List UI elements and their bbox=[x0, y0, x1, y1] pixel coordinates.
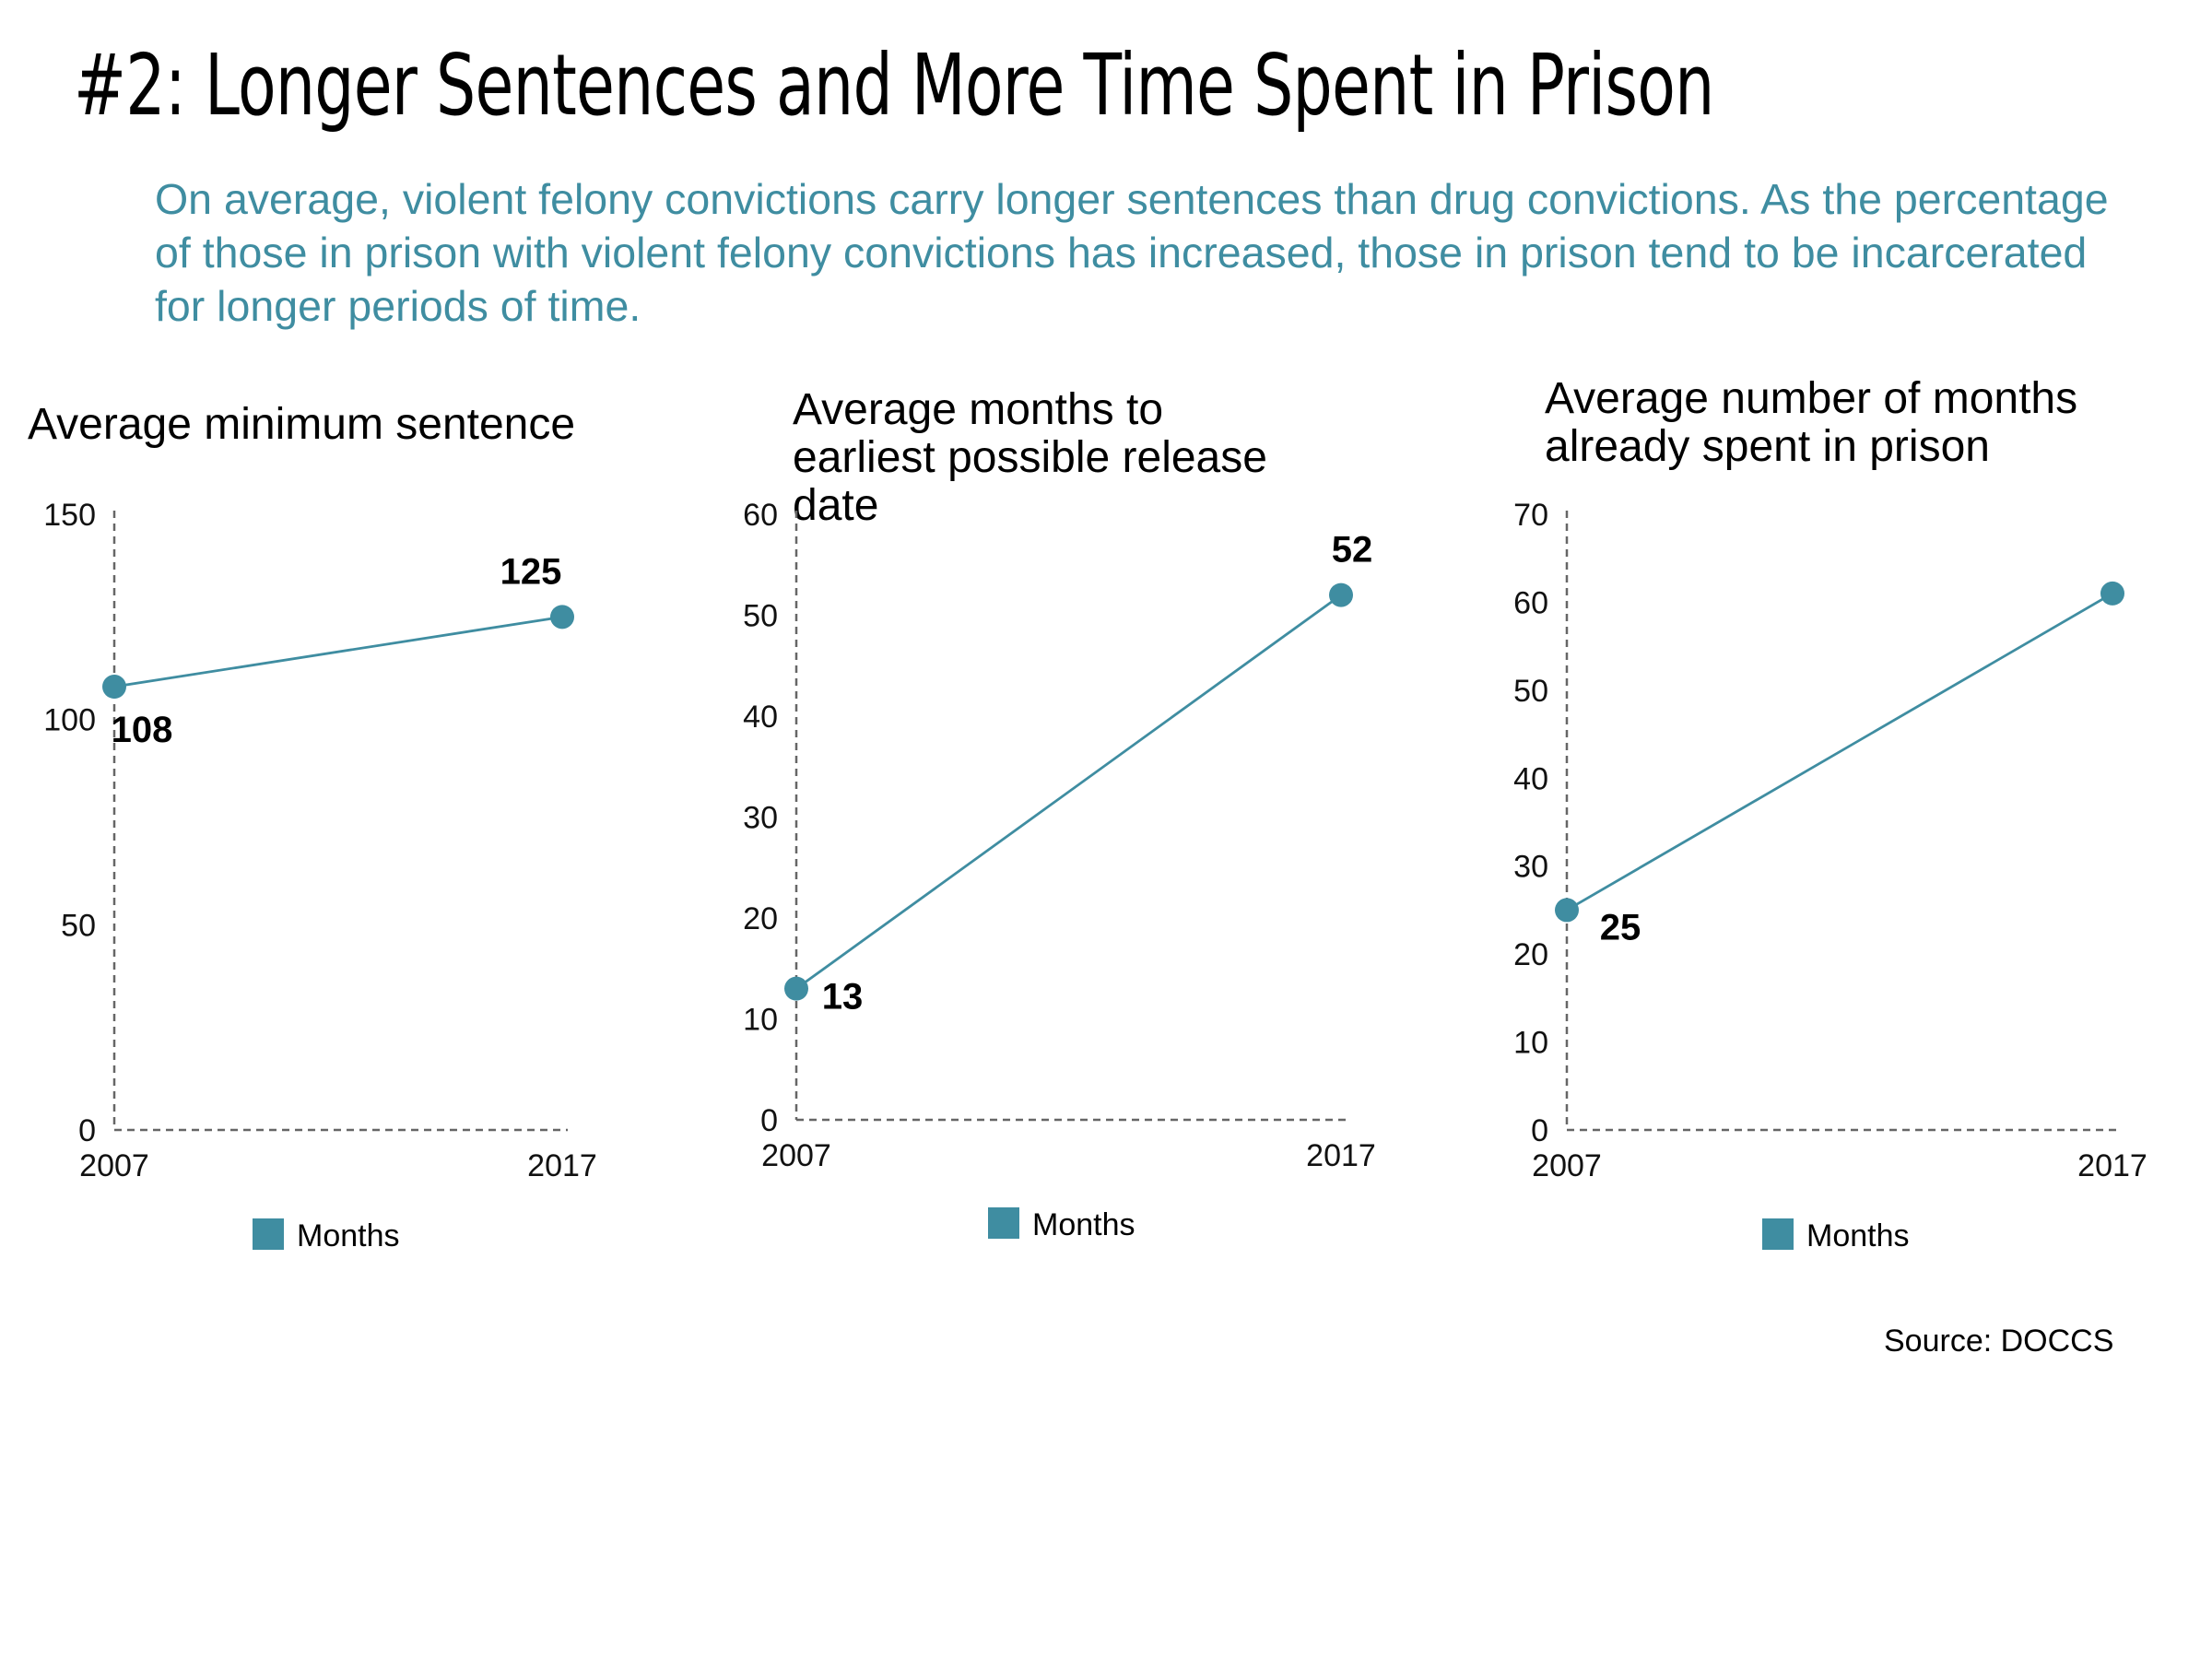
x-tick-label: 2017 bbox=[527, 1148, 597, 1183]
legend-label: Months bbox=[297, 1218, 400, 1253]
legend-swatch bbox=[253, 1218, 284, 1250]
page-headline: #2: Longer Sentences and More Time Spent… bbox=[74, 36, 1714, 135]
y-tick-label: 50 bbox=[61, 908, 96, 943]
series-line bbox=[1566, 592, 2113, 912]
x-tick-label: 2007 bbox=[1532, 1148, 1602, 1183]
y-tick-label: 50 bbox=[743, 599, 778, 634]
data-label: 13 bbox=[822, 977, 864, 1018]
x-tick-label: 2017 bbox=[1306, 1138, 1376, 1173]
legend-label: Months bbox=[1806, 1218, 1910, 1253]
y-tick-label: 60 bbox=[1513, 585, 1548, 620]
y-tick-label: 150 bbox=[43, 498, 96, 533]
series-line bbox=[113, 615, 563, 688]
y-tick-label: 40 bbox=[743, 700, 778, 735]
data-label: 25 bbox=[1600, 907, 1641, 947]
data-point bbox=[102, 675, 126, 700]
y-tick-label: 0 bbox=[760, 1103, 778, 1138]
intro-text: On average, violent felony convictions c… bbox=[155, 175, 2109, 330]
data-point bbox=[550, 605, 574, 629]
chart-3: Average number of months already spent in… bbox=[1513, 374, 2147, 1253]
y-tick-label: 10 bbox=[743, 1003, 778, 1038]
data-point bbox=[1329, 582, 1353, 607]
chart-title: Average minimum sentence bbox=[28, 400, 575, 449]
data-label: 125 bbox=[500, 551, 562, 592]
series-line bbox=[795, 594, 1342, 990]
y-tick-label: 20 bbox=[743, 901, 778, 936]
data-point bbox=[784, 976, 808, 1001]
data-point bbox=[1555, 898, 1579, 923]
chart-2: Average months to earliest possible relea… bbox=[743, 385, 1376, 1242]
y-tick-label: 70 bbox=[1513, 498, 1548, 533]
y-tick-label: 40 bbox=[1513, 761, 1548, 796]
chart-1: Average minimum sentence 0 50 100 150 2007 201… bbox=[28, 400, 597, 1253]
data-label: 52 bbox=[1332, 530, 1373, 571]
y-tick-label: 20 bbox=[1513, 937, 1548, 972]
chart-title: Average number of months already spent in… bbox=[1545, 374, 2077, 471]
y-tick-label: 100 bbox=[43, 703, 96, 738]
legend-swatch bbox=[988, 1207, 1019, 1239]
y-tick-label: 10 bbox=[1513, 1026, 1548, 1061]
legend-swatch bbox=[1762, 1218, 1794, 1250]
x-tick-label: 2007 bbox=[761, 1138, 831, 1173]
x-tick-label: 2007 bbox=[79, 1148, 149, 1183]
data-label: 108 bbox=[112, 710, 173, 750]
source-note: Source: DOCCS bbox=[1884, 1324, 2114, 1359]
y-tick-label: 0 bbox=[1531, 1113, 1548, 1148]
data-point bbox=[2100, 581, 2124, 606]
legend-label: Months bbox=[1032, 1207, 1135, 1242]
y-tick-label: 0 bbox=[78, 1113, 96, 1148]
y-tick-label: 30 bbox=[743, 801, 778, 836]
y-tick-label: 60 bbox=[743, 498, 778, 533]
y-tick-label: 50 bbox=[1513, 674, 1548, 709]
chart-title: Average months to earliest possible relea… bbox=[793, 385, 1267, 530]
y-tick-label: 30 bbox=[1513, 850, 1548, 885]
x-tick-label: 2017 bbox=[2077, 1148, 2147, 1183]
